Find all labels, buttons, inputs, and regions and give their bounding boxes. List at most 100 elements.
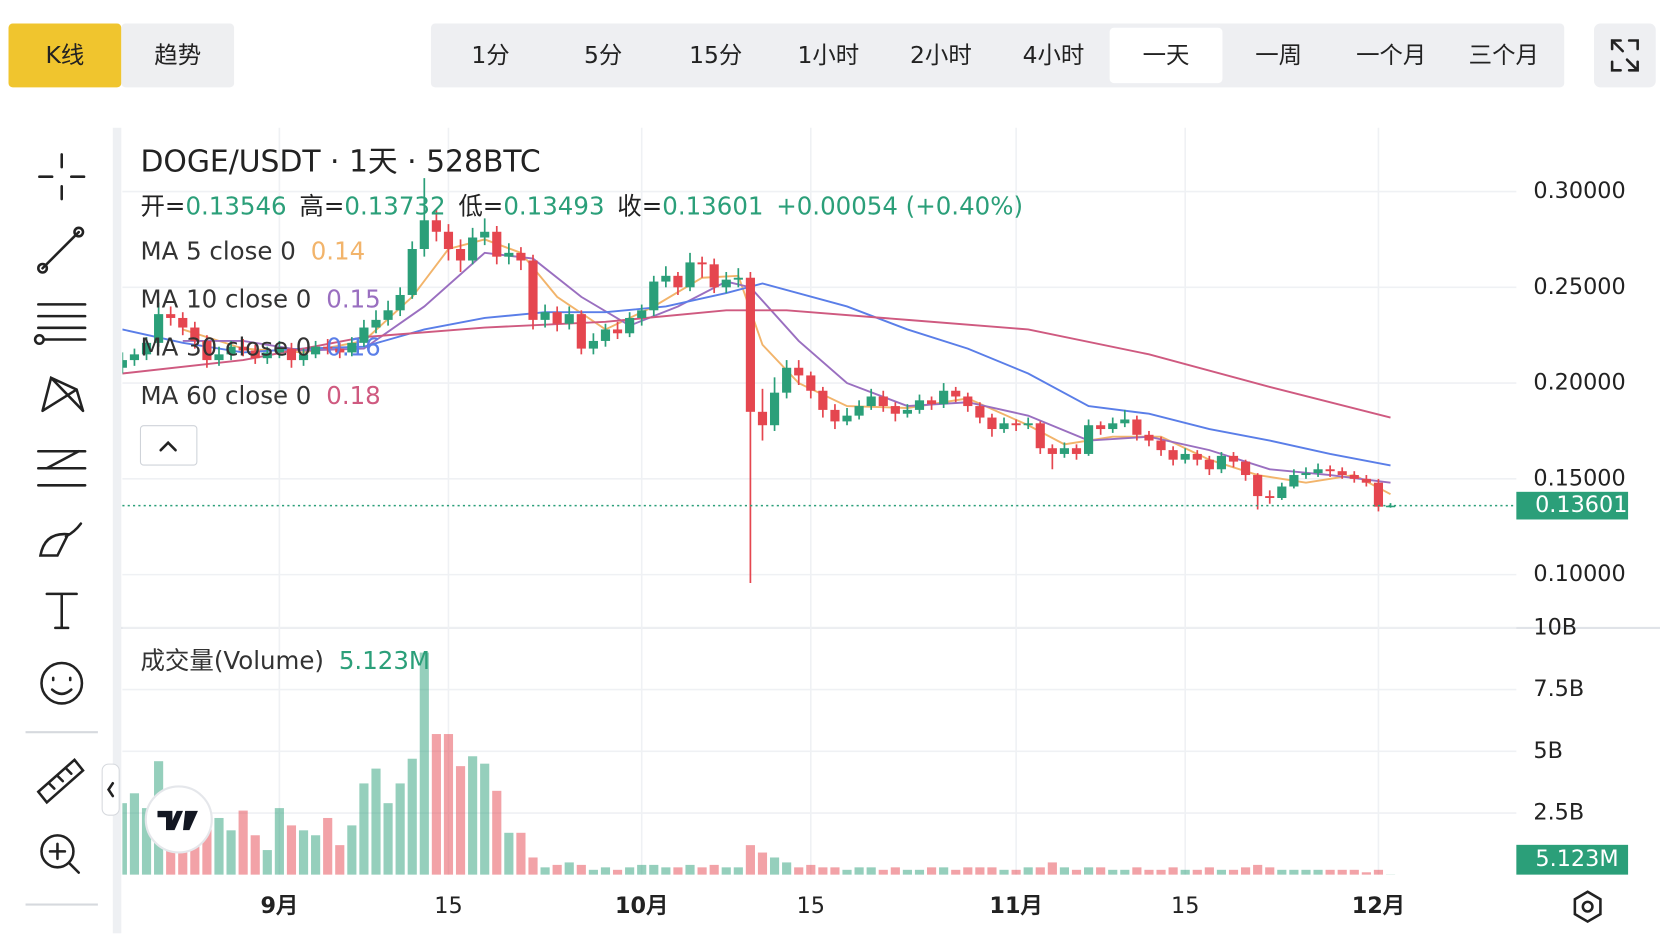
volume-bar xyxy=(335,845,345,875)
volume-bar xyxy=(914,869,925,875)
collapse-button[interactable] xyxy=(139,425,198,466)
candle-body xyxy=(1180,453,1190,460)
candle-body xyxy=(637,310,647,318)
candle-body xyxy=(649,281,659,311)
chart-type-button[interactable] xyxy=(121,23,235,88)
volume-bar xyxy=(1059,867,1069,875)
volume-bar xyxy=(612,869,623,875)
volume-bar xyxy=(1313,869,1323,875)
candle-body xyxy=(1168,450,1178,460)
y-tick-label: 2.5B xyxy=(1533,800,1584,826)
interval-label[interactable]: 三个月 xyxy=(1469,41,1539,69)
ohlc-key: 低= xyxy=(458,192,503,221)
volume-bar xyxy=(1132,867,1142,875)
volume-bar xyxy=(1156,869,1166,875)
candle-body xyxy=(673,275,683,288)
volume-bar xyxy=(371,768,381,875)
candle-body xyxy=(286,348,297,361)
crosshair-tool[interactable] xyxy=(38,153,86,201)
volume-bar xyxy=(1349,869,1359,875)
candle-body xyxy=(516,252,526,261)
interval-label[interactable]: 1小时 xyxy=(797,41,859,69)
volume-bar xyxy=(1301,869,1311,875)
candle-body xyxy=(1337,471,1347,476)
x-tick-label: 15 xyxy=(434,893,462,919)
settings-button[interactable] xyxy=(1573,890,1602,924)
ma-legend-value: 0.15 xyxy=(326,284,380,313)
ohlc-value: 0.13546 xyxy=(185,192,286,221)
volume-bar xyxy=(238,810,248,875)
candle-body xyxy=(866,396,876,407)
volume-bar xyxy=(987,867,997,875)
volume-bar xyxy=(576,864,586,875)
volume-bar xyxy=(733,867,743,875)
brush-tool[interactable] xyxy=(38,522,83,557)
candle-body xyxy=(576,314,586,349)
chart-type-label[interactable]: 趋势 xyxy=(154,41,201,69)
candle-body xyxy=(359,327,369,343)
volume-bar xyxy=(806,864,816,875)
volume-bar xyxy=(1337,869,1347,875)
volume-bar xyxy=(1361,872,1371,875)
candle-body xyxy=(745,277,755,412)
candle-body xyxy=(504,252,514,257)
ruler-tool[interactable] xyxy=(36,757,85,805)
volume-bar xyxy=(709,864,719,875)
fib-tool[interactable] xyxy=(37,303,87,341)
candle-body xyxy=(612,329,623,334)
interval-label[interactable]: 一个月 xyxy=(1356,41,1426,69)
projection-tool[interactable] xyxy=(37,449,87,487)
interval-label[interactable]: 2小时 xyxy=(910,41,972,69)
candle-body xyxy=(794,367,804,376)
trendline-tool[interactable] xyxy=(41,230,81,270)
candle-body xyxy=(564,314,574,324)
volume-bar xyxy=(890,867,900,875)
ohlc-key: 开= xyxy=(140,192,185,221)
volume-bar xyxy=(564,862,574,875)
volume-bar xyxy=(782,862,792,875)
y-tick-label: 0.25000 xyxy=(1533,274,1625,300)
chart-type-label[interactable]: K线 xyxy=(46,41,85,69)
candle-body xyxy=(129,354,140,361)
interval-label[interactable]: 4小时 xyxy=(1023,41,1085,69)
candle-body xyxy=(1084,425,1094,454)
volume-bar xyxy=(1253,864,1263,875)
candle-body xyxy=(1313,469,1323,474)
chart-type-button[interactable] xyxy=(8,23,122,88)
candle-body xyxy=(1047,448,1057,454)
candle-body xyxy=(154,314,164,343)
sidebar-toggle[interactable] xyxy=(101,763,120,816)
volume-bar xyxy=(516,832,526,875)
fib-dot xyxy=(33,333,45,346)
volume-bar xyxy=(1035,867,1045,875)
volume-bar xyxy=(1168,867,1178,875)
x-tick-label: 15 xyxy=(797,893,825,919)
fullscreen-button[interactable] xyxy=(1594,23,1656,88)
ohlc-change: +0.00054 (+0.40%) xyxy=(776,192,1023,221)
candle-body xyxy=(395,294,405,311)
candle-body xyxy=(685,262,695,288)
interval-label[interactable]: 1分 xyxy=(471,41,509,69)
interval-label[interactable]: 5分 xyxy=(584,41,622,69)
y-tick-label: 5B xyxy=(1533,738,1563,764)
volume-bar xyxy=(878,869,888,875)
zoom-tool[interactable] xyxy=(40,834,75,869)
interval-label[interactable]: 15分 xyxy=(689,41,742,69)
interval-label[interactable]: 一周 xyxy=(1255,41,1302,69)
volume-bar xyxy=(468,756,478,875)
candle-body xyxy=(311,346,321,355)
candle-body xyxy=(733,277,743,280)
volume-legend: 成交量(Volume) 5.123M xyxy=(140,646,430,675)
volume-bar xyxy=(540,867,550,875)
volume-bar xyxy=(745,845,755,875)
candle-body xyxy=(951,390,961,397)
chart-title: DOGE/USDT · 1天 · 528BTC xyxy=(140,144,540,179)
emoji-tool[interactable] xyxy=(40,661,84,705)
volume-bars xyxy=(122,652,1396,875)
volume-bar xyxy=(721,867,731,875)
pattern-tool[interactable] xyxy=(41,376,85,413)
interval-label[interactable]: 一天 xyxy=(1143,41,1190,69)
interval-selected[interactable] xyxy=(1109,27,1223,84)
text-tool[interactable] xyxy=(45,592,78,630)
candle-body xyxy=(1059,448,1069,454)
